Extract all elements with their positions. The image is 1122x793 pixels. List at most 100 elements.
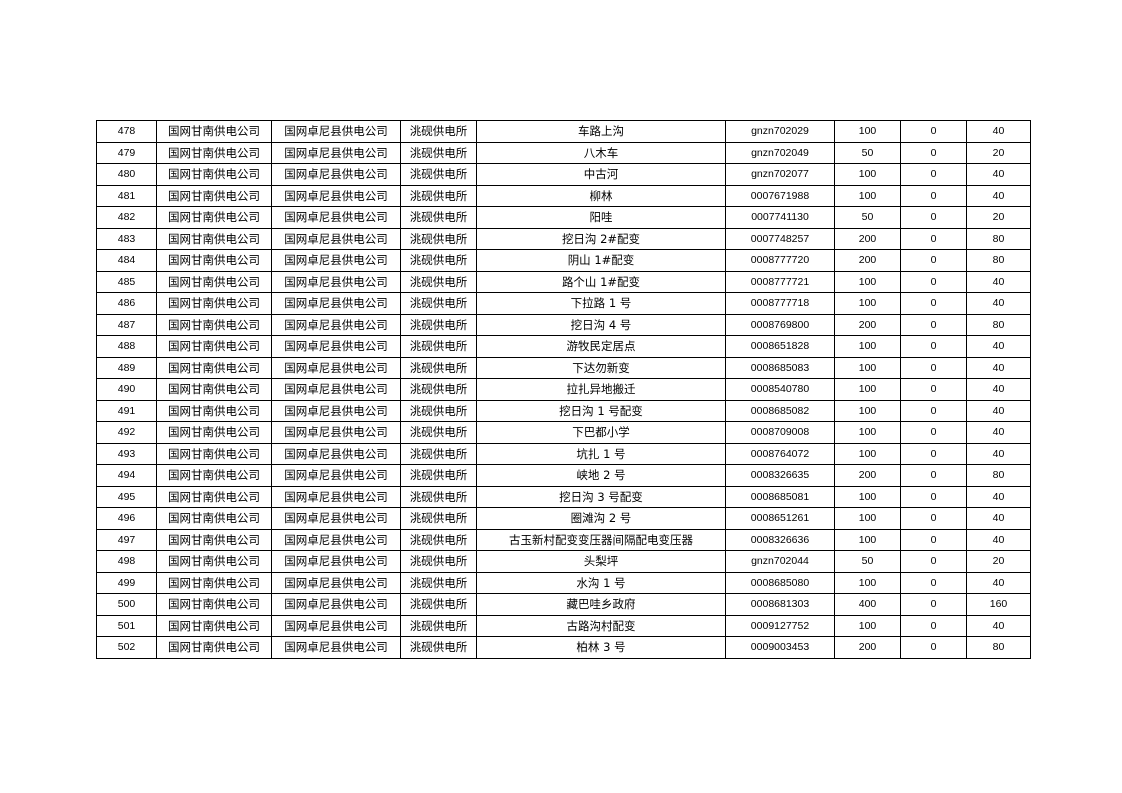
table-row: 485 国网甘南供电公司 国网卓尼县供电公司 洮砚供电所 路个山 1#配变 0008777… [96,270,1031,293]
county-company-cell: 国网卓尼县供电公司 [271,614,401,637]
station-cell: 洮砚供电所 [400,206,477,229]
transformer-code-cell: 0008326635 [725,464,835,487]
capacity-cell: 200 [834,227,901,250]
capacity-cell: 100 [834,421,901,444]
row-number-cell: 498 [96,550,157,573]
table-row: 484 国网甘南供电公司 国网卓尼县供电公司 洮砚供电所 阴山 1#配变 00087777… [96,249,1031,272]
table-row: 497 国网甘南供电公司 国网卓尼县供电公司 洮砚供电所 古玉新村配变变压器间隔配电变压… [96,528,1031,551]
value-allowance-cell: 40 [966,120,1031,143]
transformer-name-cell: 柏林 3 号 [476,636,726,659]
table-row: 493 国网甘南供电公司 国网卓尼县供电公司 洮砚供电所 坑扎 1 号 000876407… [96,442,1031,465]
value-zero-cell: 0 [900,141,967,164]
row-number-cell: 495 [96,485,157,508]
county-company-cell: 国网卓尼县供电公司 [271,227,401,250]
transformer-name-cell: 游牧民定居点 [476,335,726,358]
county-company-cell: 国网卓尼县供电公司 [271,528,401,551]
table-row: 483 国网甘南供电公司 国网卓尼县供电公司 洮砚供电所 挖日沟 2#配变 0007748… [96,227,1031,250]
table-row: 482 国网甘南供电公司 国网卓尼县供电公司 洮砚供电所 阳哇 0007741130 50 0… [96,206,1031,229]
row-number-cell: 502 [96,636,157,659]
value-zero-cell: 0 [900,485,967,508]
transformer-name-cell: 中古河 [476,163,726,186]
city-company-cell: 国网甘南供电公司 [156,227,272,250]
county-company-cell: 国网卓尼县供电公司 [271,313,401,336]
city-company-cell: 国网甘南供电公司 [156,313,272,336]
transformer-code-cell: 0008769800 [725,313,835,336]
value-zero-cell: 0 [900,378,967,401]
value-allowance-cell: 80 [966,464,1031,487]
station-cell: 洮砚供电所 [400,442,477,465]
row-number-cell: 497 [96,528,157,551]
transformer-code-cell: 0008764072 [725,442,835,465]
value-allowance-cell: 40 [966,528,1031,551]
value-allowance-cell: 40 [966,399,1031,422]
value-zero-cell: 0 [900,593,967,616]
capacity-cell: 100 [834,442,901,465]
table-row: 498 国网甘南供电公司 国网卓尼县供电公司 洮砚供电所 头梨坪 gnzn702044 50… [96,550,1031,573]
row-number-cell: 496 [96,507,157,530]
transformer-table: 478 国网甘南供电公司 国网卓尼县供电公司 洮砚供电所 车路上沟 gnzn702029 1… [96,120,1031,659]
value-zero-cell: 0 [900,421,967,444]
capacity-cell: 100 [834,292,901,315]
value-allowance-cell: 40 [966,184,1031,207]
city-company-cell: 国网甘南供电公司 [156,614,272,637]
city-company-cell: 国网甘南供电公司 [156,485,272,508]
city-company-cell: 国网甘南供电公司 [156,120,272,143]
transformer-name-cell: 阳哇 [476,206,726,229]
transformer-name-cell: 下拉路 1 号 [476,292,726,315]
county-company-cell: 国网卓尼县供电公司 [271,593,401,616]
value-zero-cell: 0 [900,313,967,336]
transformer-code-cell: 0008681303 [725,593,835,616]
transformer-name-cell: 挖日沟 3 号配变 [476,485,726,508]
county-company-cell: 国网卓尼县供电公司 [271,249,401,272]
city-company-cell: 国网甘南供电公司 [156,528,272,551]
transformer-code-cell: 0008326636 [725,528,835,551]
value-zero-cell: 0 [900,249,967,272]
station-cell: 洮砚供电所 [400,141,477,164]
city-company-cell: 国网甘南供电公司 [156,636,272,659]
value-zero-cell: 0 [900,399,967,422]
value-zero-cell: 0 [900,292,967,315]
county-company-cell: 国网卓尼县供电公司 [271,163,401,186]
table-row: 502 国网甘南供电公司 国网卓尼县供电公司 洮砚供电所 柏林 3 号 000900345… [96,636,1031,659]
station-cell: 洮砚供电所 [400,464,477,487]
station-cell: 洮砚供电所 [400,399,477,422]
city-company-cell: 国网甘南供电公司 [156,571,272,594]
capacity-cell: 200 [834,249,901,272]
row-number-cell: 479 [96,141,157,164]
city-company-cell: 国网甘南供电公司 [156,163,272,186]
capacity-cell: 100 [834,399,901,422]
table-row: 479 国网甘南供电公司 国网卓尼县供电公司 洮砚供电所 八木车 gnzn702049 50… [96,141,1031,164]
transformer-name-cell: 坑扎 1 号 [476,442,726,465]
value-allowance-cell: 40 [966,614,1031,637]
value-allowance-cell: 80 [966,227,1031,250]
city-company-cell: 国网甘南供电公司 [156,141,272,164]
table-row: 495 国网甘南供电公司 国网卓尼县供电公司 洮砚供电所 挖日沟 3 号配变 000868… [96,485,1031,508]
row-number-cell: 490 [96,378,157,401]
city-company-cell: 国网甘南供电公司 [156,421,272,444]
row-number-cell: 487 [96,313,157,336]
value-allowance-cell: 20 [966,141,1031,164]
row-number-cell: 482 [96,206,157,229]
value-allowance-cell: 40 [966,571,1031,594]
table-row: 490 国网甘南供电公司 国网卓尼县供电公司 洮砚供电所 拉扎异地搬迁 000854078… [96,378,1031,401]
row-number-cell: 494 [96,464,157,487]
table-row: 486 国网甘南供电公司 国网卓尼县供电公司 洮砚供电所 下拉路 1 号 00087777… [96,292,1031,315]
row-number-cell: 483 [96,227,157,250]
transformer-code-cell: 0008540780 [725,378,835,401]
table-row: 492 国网甘南供电公司 国网卓尼县供电公司 洮砚供电所 下巴都小学 0008709008… [96,421,1031,444]
capacity-cell: 100 [834,120,901,143]
transformer-name-cell: 八木车 [476,141,726,164]
value-zero-cell: 0 [900,270,967,293]
value-allowance-cell: 40 [966,485,1031,508]
county-company-cell: 国网卓尼县供电公司 [271,636,401,659]
capacity-cell: 100 [834,184,901,207]
transformer-code-cell: 0008709008 [725,421,835,444]
transformer-name-cell: 圈滩沟 2 号 [476,507,726,530]
value-zero-cell: 0 [900,227,967,250]
transformer-code-cell: 0007748257 [725,227,835,250]
station-cell: 洮砚供电所 [400,550,477,573]
value-zero-cell: 0 [900,464,967,487]
row-number-cell: 501 [96,614,157,637]
city-company-cell: 国网甘南供电公司 [156,399,272,422]
transformer-name-cell: 路个山 1#配变 [476,270,726,293]
